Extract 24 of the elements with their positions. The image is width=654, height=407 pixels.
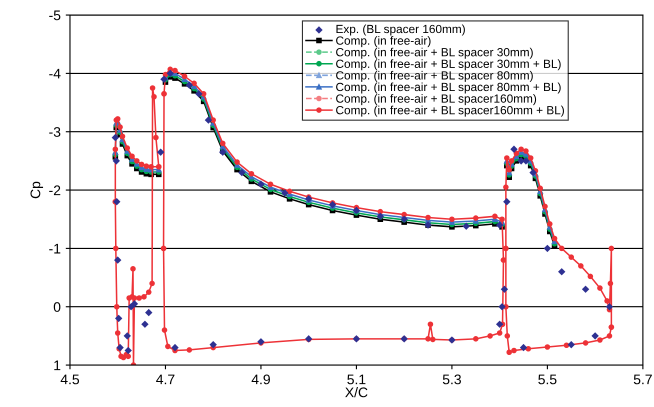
y-tick-label: -3 (49, 127, 60, 137)
x-tick-label: 5.5 (538, 374, 556, 384)
y-tick-label: -1 (49, 244, 60, 254)
legend-label: Comp. (in free-air + BL spacer 80mm) (336, 70, 533, 82)
legend-label: Comp. (in free-air + BL spacer160mm + BL) (336, 106, 564, 117)
y-tick-label: -4 (49, 68, 61, 78)
y-axis-title: Cp (30, 182, 44, 198)
legend-label: Comp. (in free-air + BL spacer160mm) (336, 94, 536, 106)
y-tick-label: -5 (49, 10, 60, 20)
legend-label: Comp. (in free-air + BL spacer 30mm) (336, 48, 533, 59)
x-tick-label: 5.7 (634, 374, 652, 384)
y-tick-label: 1 (54, 360, 60, 370)
legend-label: Comp. (in free-air + BL spacer 80mm + BL) (336, 82, 561, 94)
x-tick-label: 5.1 (347, 374, 366, 384)
x-axis-title: X/C (345, 387, 368, 398)
legend-label: Exp. (BL spacer 160mm) (336, 24, 465, 36)
y-tick-label: -2 (49, 185, 60, 196)
y-tick-label: 0 (54, 302, 60, 312)
x-tick-label: 5.3 (442, 374, 461, 384)
x-tick-label: 4.5 (60, 374, 80, 384)
legend-label: Comp. (in free-air) (336, 36, 431, 48)
legend-label: Comp. (in free-air + BL spacer 30mm + BL) (336, 59, 561, 70)
x-tick-label: 4.7 (156, 374, 174, 384)
x-tick-label: 4.9 (252, 374, 270, 384)
